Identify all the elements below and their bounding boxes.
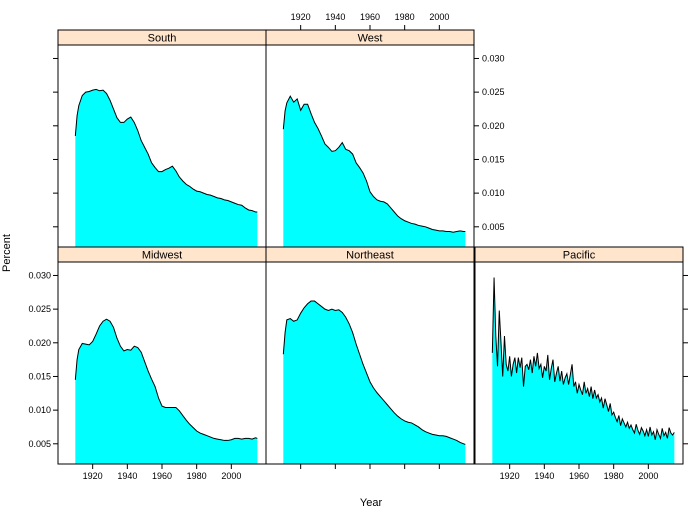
area-south xyxy=(75,89,258,247)
y-axis-title: Percent xyxy=(1,234,13,272)
y-tick-label: 0.010 xyxy=(482,188,505,198)
x-tick-label: 1980 xyxy=(604,471,624,481)
panel-midwest: Midwest xyxy=(57,246,267,465)
y-tick-label: 0.020 xyxy=(28,338,51,348)
x-axis-title: Year xyxy=(360,497,383,509)
strip-label-pacific: Pacific xyxy=(563,250,596,262)
y-tick-label: 0.030 xyxy=(482,53,505,63)
x-tick-label: 1960 xyxy=(569,471,589,481)
x-tick-label: 2000 xyxy=(638,471,658,481)
x-tick-label: 1960 xyxy=(360,12,380,22)
y-tick-label: 0.015 xyxy=(482,154,505,164)
strip-label-midwest: Midwest xyxy=(142,250,182,262)
y-tick-label: 0.025 xyxy=(28,304,51,314)
panels-layer: South West Midwest Northeast Pacific xyxy=(57,29,684,465)
axes-layer: 1920 1940 1960 1980 2000 1920 1940 1960 1980 2000… xyxy=(28,12,688,481)
y-tick-label: 0.005 xyxy=(28,439,51,449)
strip-label-south: South xyxy=(148,33,177,45)
panel-south: South xyxy=(57,29,267,248)
x-tick-label: 1920 xyxy=(500,471,520,481)
x-tick-label: 1940 xyxy=(325,12,345,22)
line-pacific xyxy=(491,277,675,441)
x-tick-label: 1980 xyxy=(395,12,415,22)
x-tick-label: 1940 xyxy=(534,471,554,481)
line-west xyxy=(282,95,466,233)
x-tick-label: 2000 xyxy=(429,12,449,22)
area-midwest xyxy=(75,319,258,464)
x-tick-label: 1960 xyxy=(152,471,172,481)
area-northeast xyxy=(283,301,466,464)
y-tick-label: 0.025 xyxy=(482,87,505,97)
x-tick-label: 1980 xyxy=(187,471,207,481)
line-northeast xyxy=(282,300,466,445)
panel-west: West xyxy=(265,29,475,248)
y-tick-label: 0.010 xyxy=(28,405,51,415)
line-south xyxy=(74,88,258,213)
y-tick-label: 0.030 xyxy=(28,270,51,280)
strip-label-northeast: Northeast xyxy=(346,250,394,262)
x-tick-label: 1920 xyxy=(291,12,311,22)
panel-northeast: Northeast xyxy=(265,246,475,465)
x-tick-label: 1920 xyxy=(83,471,103,481)
panel-pacific: Pacific xyxy=(474,246,684,465)
area-pacific xyxy=(492,277,675,464)
strip-label-west: West xyxy=(358,33,383,45)
line-midwest xyxy=(74,318,258,441)
area-west xyxy=(283,96,466,247)
y-tick-label: 0.015 xyxy=(28,371,51,381)
y-tick-label: 0.005 xyxy=(482,222,505,232)
x-tick-label: 1940 xyxy=(117,471,137,481)
x-tick-label: 2000 xyxy=(221,471,241,481)
y-tick-label: 0.020 xyxy=(482,121,505,131)
